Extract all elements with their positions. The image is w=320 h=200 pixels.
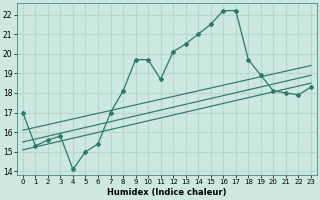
X-axis label: Humidex (Indice chaleur): Humidex (Indice chaleur) [107, 188, 227, 197]
